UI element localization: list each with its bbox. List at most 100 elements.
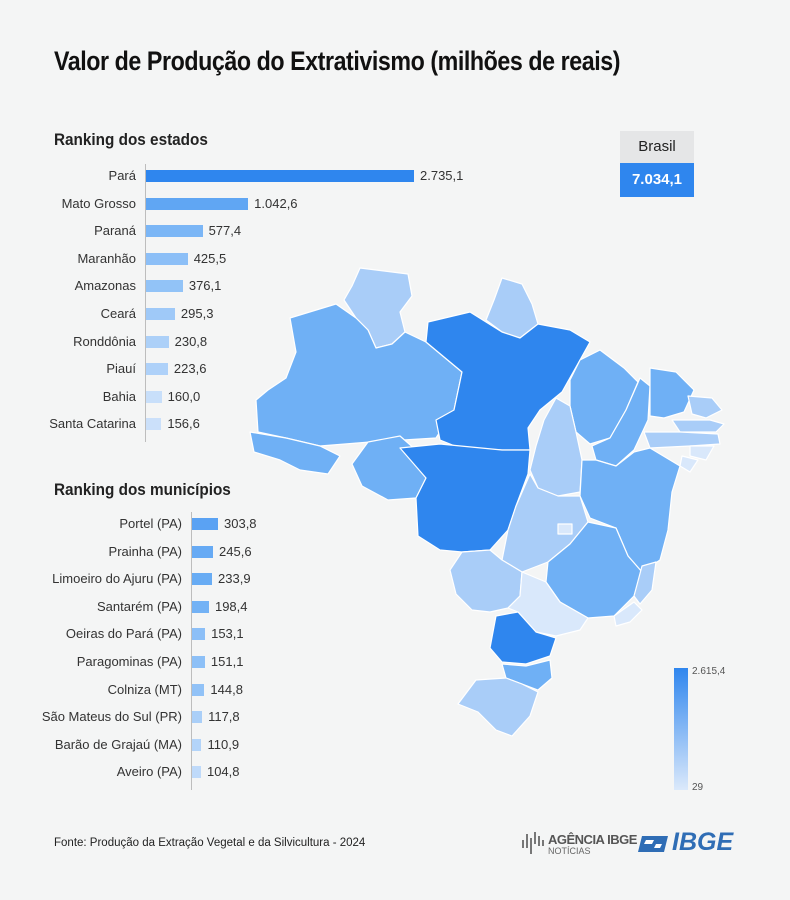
ranking-row: Bahia 160,0: [0, 387, 460, 407]
ranking-bar: [192, 656, 205, 668]
map-region-minas-gerais: [545, 521, 643, 619]
ranking-category-label: Barão de Grajaú (MA): [54, 736, 182, 752]
ranking-row: Oeiras do Pará (PA) 153,1: [0, 624, 460, 644]
ranking-axis-line: [145, 164, 146, 442]
ranking-category-label: Pará: [108, 168, 136, 183]
ranking-category-label: Amazonas: [74, 278, 136, 294]
ranking-bar: [146, 335, 169, 348]
map-region-acre: [249, 431, 341, 475]
ranking-category-label: Ceará: [100, 306, 136, 321]
map-region-rio-grande-do-norte: [687, 395, 723, 419]
ranking-category-label: Maranhão: [77, 250, 136, 266]
ranking-bar: [146, 225, 203, 238]
ranking-category-label: Santarém (PA): [96, 598, 182, 614]
ranking-value-label: 117,8: [208, 709, 240, 725]
ranking-value-label: 151,1: [210, 654, 244, 669]
ranking-value-label: 198,4: [214, 598, 248, 614]
ranking-row: Aveiro (PA) 104,8: [0, 762, 460, 782]
ranking-bar: [146, 197, 249, 210]
ranking-axis-line: [191, 512, 192, 790]
agencia-logo-icon: [522, 832, 544, 854]
ranking-value-label: 295,3: [180, 306, 214, 321]
map-region-bahia: [579, 447, 681, 573]
ranking-value-label: 156,6: [167, 416, 200, 432]
ranking-category-label: Prainha (PA): [108, 543, 182, 559]
ranking-bar: [192, 766, 201, 779]
ranking-category-label: São Mateus do Sul (PR): [41, 709, 182, 725]
ranking-value-label: 303,8: [224, 516, 257, 531]
ranking-value-label: 577,4: [208, 223, 242, 239]
map-region-espirito-santo: [633, 561, 657, 605]
ranking-category-label: Portel (PA): [119, 516, 182, 531]
ranking-value-label: 230,8: [174, 333, 208, 349]
legend-max-label: 2.615,4: [692, 666, 726, 677]
ranking-value-label: 376,1: [188, 278, 222, 294]
ranking-row: Paraná 577,4: [0, 221, 460, 241]
map-region-paraiba: [671, 419, 725, 433]
ranking-bar: [192, 545, 214, 558]
map-region-rio-grande-do-sul: [457, 677, 539, 737]
ranking-bar: [192, 600, 209, 613]
ranking-value-label: 104,8: [206, 764, 240, 780]
agencia-logo-text: AGÊNCIA IBGE: [548, 832, 637, 847]
ranking-row: Ceará 295,3: [0, 304, 460, 324]
ranking-bar: [192, 683, 205, 696]
map-region-alagoas: [689, 445, 715, 461]
ranking-category-label: Ronddônia: [73, 333, 136, 349]
ranking-bar: [146, 280, 183, 293]
ibge-logo-text: IBGE: [672, 828, 734, 856]
ranking-bar: [146, 252, 188, 265]
ranking-row: Paragominas (PA) 151,1: [0, 652, 460, 672]
agencia-logo-subtext: NOTÍCIAS: [548, 846, 591, 856]
ranking-bar: [192, 711, 203, 724]
legend-min-label: 29: [692, 782, 704, 793]
ranking-row: Santarém (PA) 198,4: [0, 597, 460, 617]
cities-ranking-title: Ranking dos municípios: [54, 480, 231, 499]
ranking-category-label: Bahia: [102, 388, 136, 404]
ranking-bar: [192, 518, 218, 530]
ranking-bar: [192, 628, 206, 641]
ranking-row: Amazonas 376,1: [0, 276, 460, 296]
map-region-mato-grosso: [399, 443, 531, 553]
ranking-category-label: Colniza (MT): [107, 681, 182, 697]
ranking-category-label: Oeiras do Pará (PA): [65, 626, 182, 642]
ranking-value-label: 2.735,1: [420, 168, 464, 183]
ranking-row: Prainha (PA) 245,6: [0, 542, 460, 562]
ranking-bar: [146, 170, 414, 182]
map-region-parana: [489, 611, 557, 665]
ranking-value-label: 144,8: [210, 681, 243, 697]
ranking-row: Santa Catarina 156,6: [0, 414, 460, 434]
ibge-logo-icon: [638, 836, 668, 852]
ranking-category-label: Aveiro (PA): [116, 764, 182, 780]
ibge-logo: IBGE: [638, 828, 733, 861]
ranking-value-label: 245,6: [219, 543, 252, 559]
ranking-category-label: Mato Grosso: [61, 195, 136, 211]
states-ranking-title: Ranking dos estados: [54, 130, 208, 149]
ranking-row: Limoeiro do Ajuru (PA) 233,9: [0, 569, 460, 589]
ranking-bar: [146, 390, 162, 403]
ranking-value-label: 233,9: [218, 571, 251, 587]
ranking-bar: [146, 363, 168, 376]
source-note: Fonte: Produção da Extração Vegetal e da…: [54, 837, 366, 849]
ranking-row: Portel (PA) 303,8: [0, 514, 460, 534]
brasil-label: Brasil: [620, 131, 694, 163]
map-region-rio-de-janeiro: [613, 601, 643, 627]
ranking-row: Piauí 223,6: [0, 359, 460, 379]
ranking-bar: [192, 573, 213, 586]
map-region-para: [425, 311, 591, 451]
legend-color-scale: [674, 668, 688, 790]
ranking-category-label: Limoeiro do Ajuru (PA): [52, 571, 182, 587]
ranking-row: Pará 2.735,1: [0, 166, 464, 186]
map-region-piaui: [591, 377, 651, 467]
page-title: Valor de Produção do Extrativismo (milhõ…: [54, 46, 621, 76]
ranking-bar: [192, 738, 202, 751]
brasil-total-box: Brasil 7.034,1: [620, 131, 694, 197]
map-region-sao-paulo: [507, 571, 589, 637]
ranking-category-label: Piauí: [106, 361, 136, 377]
agencia-ibge-logo: AGÊNCIA IBGE NOTÍCIAS: [520, 830, 637, 861]
brasil-value: 7.034,1: [620, 163, 694, 197]
brazil-choropleth-map: [249, 267, 725, 737]
ranking-value-label: 160,0: [167, 388, 201, 404]
map-region-rondonia: [351, 435, 427, 501]
ranking-bar: [146, 418, 162, 431]
